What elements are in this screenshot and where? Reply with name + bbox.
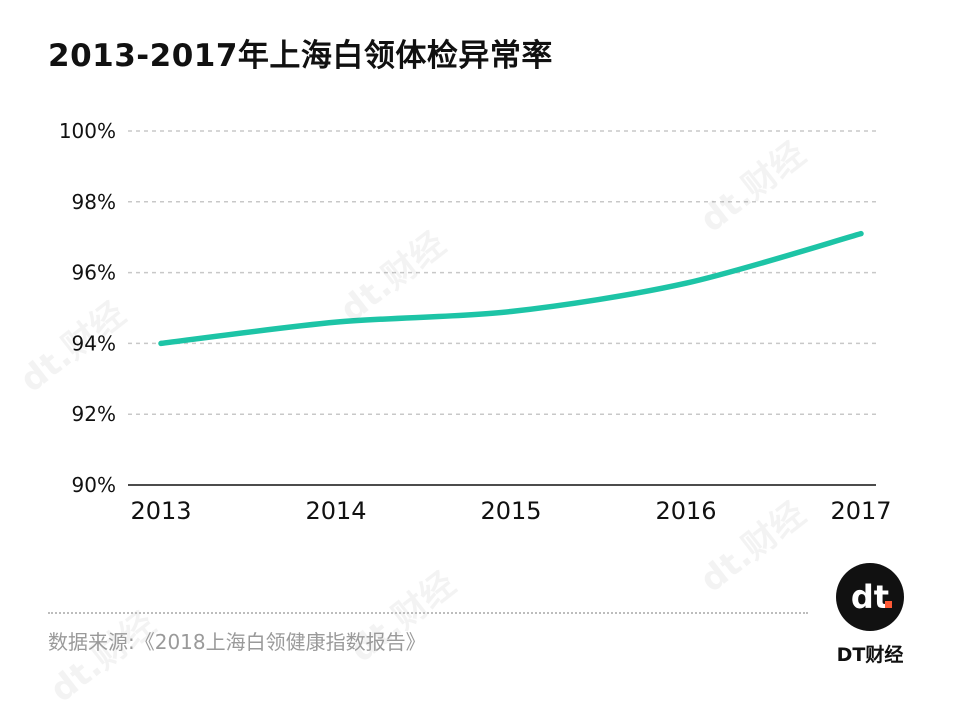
svg-text:dt: dt	[851, 578, 889, 616]
y-tick-label: 98%	[72, 190, 116, 214]
dt-logo-text: DT财经	[822, 640, 918, 667]
dt-logo-badge: dt	[836, 563, 904, 631]
x-tick-label: 2014	[305, 497, 366, 525]
y-tick-label: 90%	[72, 473, 116, 497]
line-chart: 90% 92% 94% 96% 98% 100% 2013 2014 2015 2016 2017	[0, 0, 960, 560]
dt-logo-icon: dt	[836, 563, 904, 631]
x-tick-label: 2016	[655, 497, 716, 525]
source-divider	[48, 612, 808, 614]
y-tick-label: 96%	[72, 261, 116, 285]
y-tick-label: 92%	[72, 402, 116, 426]
y-tick-label: 100%	[59, 119, 116, 143]
x-tick-label: 2013	[130, 497, 191, 525]
data-source: 数据来源:《2018上海白领健康指数报告》	[48, 626, 426, 655]
y-tick-label: 94%	[72, 331, 116, 355]
series-line	[161, 234, 861, 344]
x-tick-label: 2017	[830, 497, 891, 525]
x-tick-label: 2015	[480, 497, 541, 525]
